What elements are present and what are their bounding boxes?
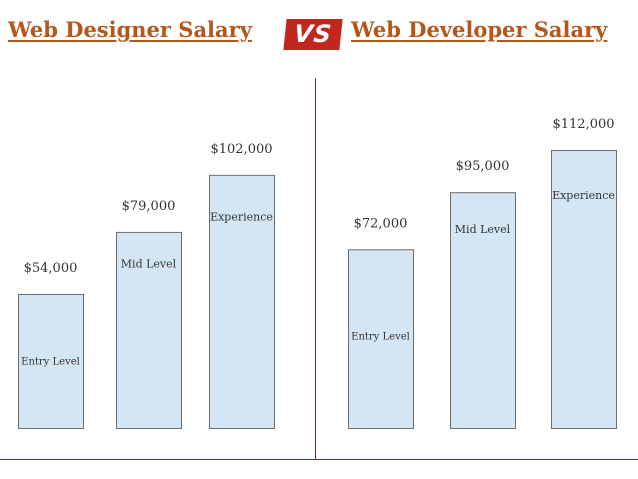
developer-category-label-0: Entry Level <box>351 332 410 343</box>
developer-value-label-2: $112,000 <box>552 117 614 132</box>
designer-bar-1 <box>116 231 182 429</box>
developer-salary-title: Web Developer Salary <box>351 17 608 42</box>
designer-value-label-0: $54,000 <box>24 261 78 276</box>
designer-bar-2 <box>209 174 275 429</box>
developer-value-label-1: $95,000 <box>456 159 510 174</box>
bottom-divider <box>0 459 638 460</box>
designer-category-label-1: Mid Level <box>121 257 177 270</box>
developer-category-label-2: Experience <box>552 189 615 202</box>
developer-value-label-0: $72,000 <box>354 216 408 231</box>
center-divider <box>315 78 316 460</box>
designer-value-label-2: $102,000 <box>210 142 272 157</box>
designer-category-label-0: Entry Level <box>21 356 80 367</box>
developer-bar-0 <box>348 249 414 429</box>
designer-value-label-1: $79,000 <box>122 199 176 214</box>
developer-bar-2 <box>551 150 617 429</box>
designer-category-label-2: Experience <box>210 210 273 223</box>
designer-bar-0 <box>18 293 84 430</box>
designer-salary-title: Web Designer Salary <box>8 17 252 42</box>
developer-bar-1 <box>450 192 516 429</box>
developer-category-label-1: Mid Level <box>455 223 511 236</box>
